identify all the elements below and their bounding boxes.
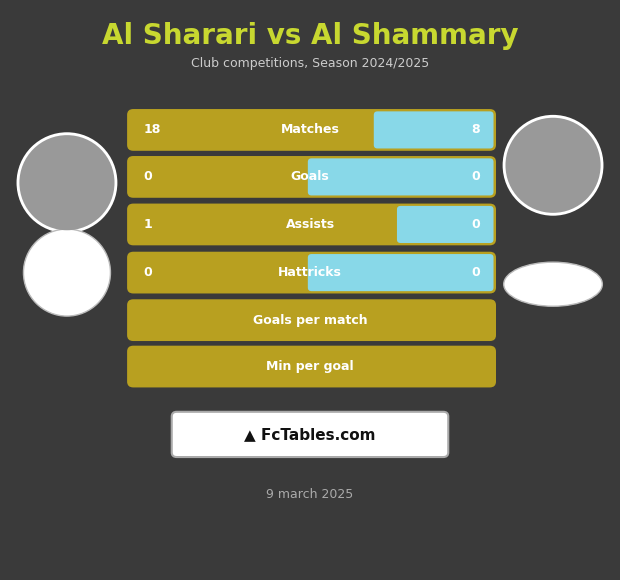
Text: 0: 0 — [143, 171, 152, 183]
FancyBboxPatch shape — [308, 254, 494, 291]
Text: Club competitions, Season 2024/2025: Club competitions, Season 2024/2025 — [191, 57, 429, 70]
Ellipse shape — [503, 262, 603, 306]
Text: 9 march 2025: 9 march 2025 — [267, 488, 353, 501]
Ellipse shape — [503, 115, 603, 216]
Text: 0: 0 — [471, 266, 480, 279]
Text: Hattricks: Hattricks — [278, 266, 342, 279]
Text: 18: 18 — [143, 124, 161, 136]
Text: ▲ FcTables.com: ▲ FcTables.com — [244, 427, 376, 442]
FancyBboxPatch shape — [127, 252, 496, 293]
Text: Matches: Matches — [281, 124, 339, 136]
Text: 0: 0 — [471, 218, 480, 231]
FancyBboxPatch shape — [127, 299, 496, 341]
FancyBboxPatch shape — [127, 109, 496, 151]
Text: 1: 1 — [143, 218, 152, 231]
FancyBboxPatch shape — [374, 111, 494, 148]
FancyBboxPatch shape — [308, 158, 494, 195]
Ellipse shape — [505, 118, 601, 213]
Text: 0: 0 — [471, 171, 480, 183]
Ellipse shape — [24, 229, 110, 316]
Ellipse shape — [19, 135, 115, 230]
Text: 8: 8 — [471, 124, 480, 136]
FancyBboxPatch shape — [172, 412, 448, 457]
Ellipse shape — [17, 132, 117, 233]
Text: Goals: Goals — [291, 171, 329, 183]
FancyBboxPatch shape — [127, 204, 496, 245]
Text: Assists: Assists — [285, 218, 335, 231]
FancyBboxPatch shape — [127, 156, 496, 198]
Text: Min per goal: Min per goal — [266, 360, 354, 373]
FancyBboxPatch shape — [127, 346, 496, 387]
FancyBboxPatch shape — [397, 206, 494, 243]
Text: Goals per match: Goals per match — [253, 314, 367, 327]
Text: Al Sharari vs Al Shammary: Al Sharari vs Al Shammary — [102, 22, 518, 50]
Text: 0: 0 — [143, 266, 152, 279]
